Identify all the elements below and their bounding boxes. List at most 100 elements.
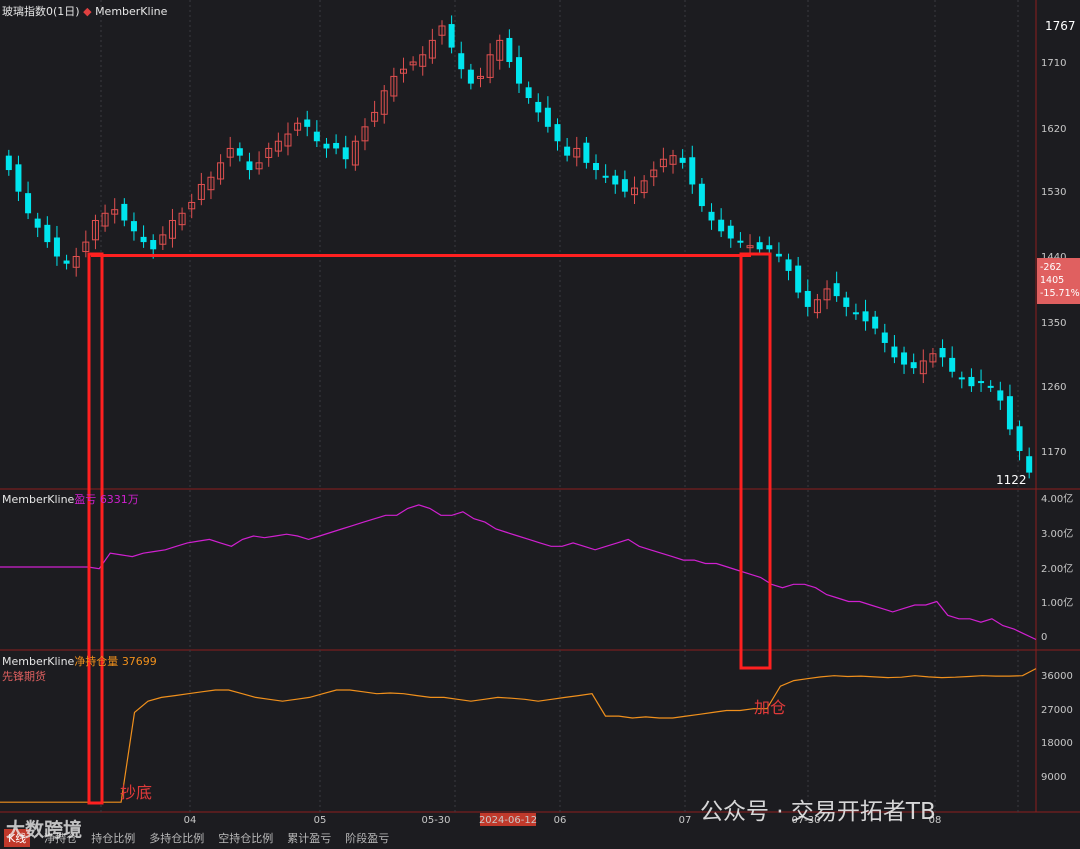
candle-body-up <box>197 183 205 200</box>
candle-body-down <box>852 312 859 315</box>
candle-body-down <box>34 218 41 228</box>
candle-body-down <box>44 224 51 243</box>
candle-body-down <box>727 225 734 239</box>
x-tick-label: 07 <box>679 815 692 826</box>
candle-body-down <box>804 290 811 307</box>
candle-body-down <box>910 362 917 369</box>
pnl-tick-label: 4.00亿 <box>1041 492 1073 505</box>
position-line <box>0 668 1037 803</box>
x-tick-label: 05-30 <box>421 815 450 826</box>
candle-body-up <box>813 299 821 314</box>
tab-net-position[interactable]: 净持仓 <box>44 832 78 845</box>
x-tick-label: 2024-06-12 <box>479 815 537 826</box>
horizontal-highlight-bar <box>91 254 751 257</box>
candle-body-down <box>1026 456 1033 473</box>
candle-body-up <box>669 155 677 165</box>
tab-cumulative-pnl[interactable]: 累计盈亏 <box>287 832 332 845</box>
candle-body-up <box>399 68 407 74</box>
member-name: 先锋期货 <box>2 670 46 683</box>
tab-short-ratio[interactable]: 空持仓比例 <box>218 832 274 845</box>
candle-body-down <box>516 57 522 84</box>
candle-body-down <box>833 283 840 297</box>
price-tick-label: 1440 <box>1041 252 1066 263</box>
candle-body-up <box>72 256 80 268</box>
price-tick-label: 1260 <box>1041 382 1066 393</box>
pnl-panel-header: MemberKline盈亏 6331万 <box>2 491 139 507</box>
tab-long-ratio[interactable]: 多持仓比例 <box>149 832 205 845</box>
candle-body-down <box>544 107 551 127</box>
candle-body-up <box>486 54 494 78</box>
annotation-buy-bottom: 抄底 <box>120 783 153 802</box>
tab-kline[interactable]: K线 <box>4 829 31 847</box>
x-tick-label: 06 <box>554 815 567 826</box>
high-price-label: 1767 <box>1045 19 1076 33</box>
candle-body-down <box>130 221 137 232</box>
indicator-marker: ◆ <box>83 5 92 18</box>
candle-body-down <box>891 346 898 358</box>
tab-position-ratio[interactable]: 持仓比例 <box>91 832 136 845</box>
price-tick-label: 1710 <box>1041 58 1066 69</box>
price-tick-label: 1170 <box>1041 447 1066 458</box>
pnl-tick-label: 2.00亿 <box>1041 562 1073 575</box>
candle-body-down <box>121 203 128 221</box>
candle-body-down <box>689 157 696 185</box>
x-tick-label: 07-30 <box>791 815 820 826</box>
candle-body-up <box>255 162 263 170</box>
candle-body-up <box>631 187 639 196</box>
tab-bar: K线 净持仓 持仓比例 多持仓比例 空持仓比例 累计盈亏 阶段盈亏 <box>0 827 1080 849</box>
candle-body-up <box>217 162 225 180</box>
candle-body-down <box>621 179 628 192</box>
candle-body-up <box>101 212 109 227</box>
candle-body-up <box>823 288 831 301</box>
candle-body-down <box>775 253 782 257</box>
x-highlight-box <box>480 813 536 826</box>
candle-body-up <box>650 169 658 178</box>
tab-stage-pnl[interactable]: 阶段盈亏 <box>345 832 390 845</box>
x-tick-label: 08 <box>929 815 942 826</box>
candle-body-up <box>409 61 417 66</box>
candle-body-down <box>458 53 465 70</box>
current-price: 1405 <box>1040 275 1065 286</box>
candle-body-up <box>188 201 196 210</box>
candle-body-up <box>419 54 427 67</box>
candle-body-down <box>987 385 994 388</box>
candle-body-up <box>91 219 99 241</box>
candle-body-down <box>612 175 619 185</box>
candle-body-down <box>448 24 455 48</box>
candle-body-down <box>766 245 773 250</box>
position-label: 净持仓量 <box>74 655 119 668</box>
candle-body-down <box>53 237 60 257</box>
candle-body-up <box>746 245 754 249</box>
low-price-label: 1122 <box>996 473 1027 487</box>
candle-body-down <box>968 376 975 387</box>
candle-body-down <box>342 147 349 160</box>
position-panel-header: MemberKline净持仓量 37699 <box>2 653 157 669</box>
candle-body-down <box>25 193 32 214</box>
candle-body-down <box>506 37 513 62</box>
pnl-value: 6331万 <box>99 493 139 506</box>
candle-body-up <box>929 353 937 363</box>
candle-body-down <box>15 164 22 192</box>
pnl-line <box>0 504 1037 641</box>
candle-body-down <box>901 352 908 365</box>
current-change: -262 <box>1040 262 1062 273</box>
candle-body-down <box>843 297 850 307</box>
candle-body-up <box>284 133 292 147</box>
candle-body-down <box>1006 396 1013 430</box>
candle-body-down <box>63 260 70 264</box>
candle-body-down <box>323 143 330 149</box>
watermark-left: 大数跨境 <box>6 819 83 841</box>
position-tick-label: 36000 <box>1041 671 1073 682</box>
candle-body-down <box>583 142 590 163</box>
candle-body-down <box>756 242 763 250</box>
x-tick-label: 04 <box>184 815 197 826</box>
candle-body-down <box>467 69 474 84</box>
candle-body-up <box>428 39 436 59</box>
candle-body-up <box>274 140 282 152</box>
pnl-tick-label: 3.00亿 <box>1041 527 1073 540</box>
candle-body-up <box>390 75 398 97</box>
price-panel-header: 玻璃指数0(1日) ◆ MemberKline <box>2 3 167 19</box>
current-percent: -15.71% <box>1040 288 1080 299</box>
candle-body-up <box>294 122 302 131</box>
